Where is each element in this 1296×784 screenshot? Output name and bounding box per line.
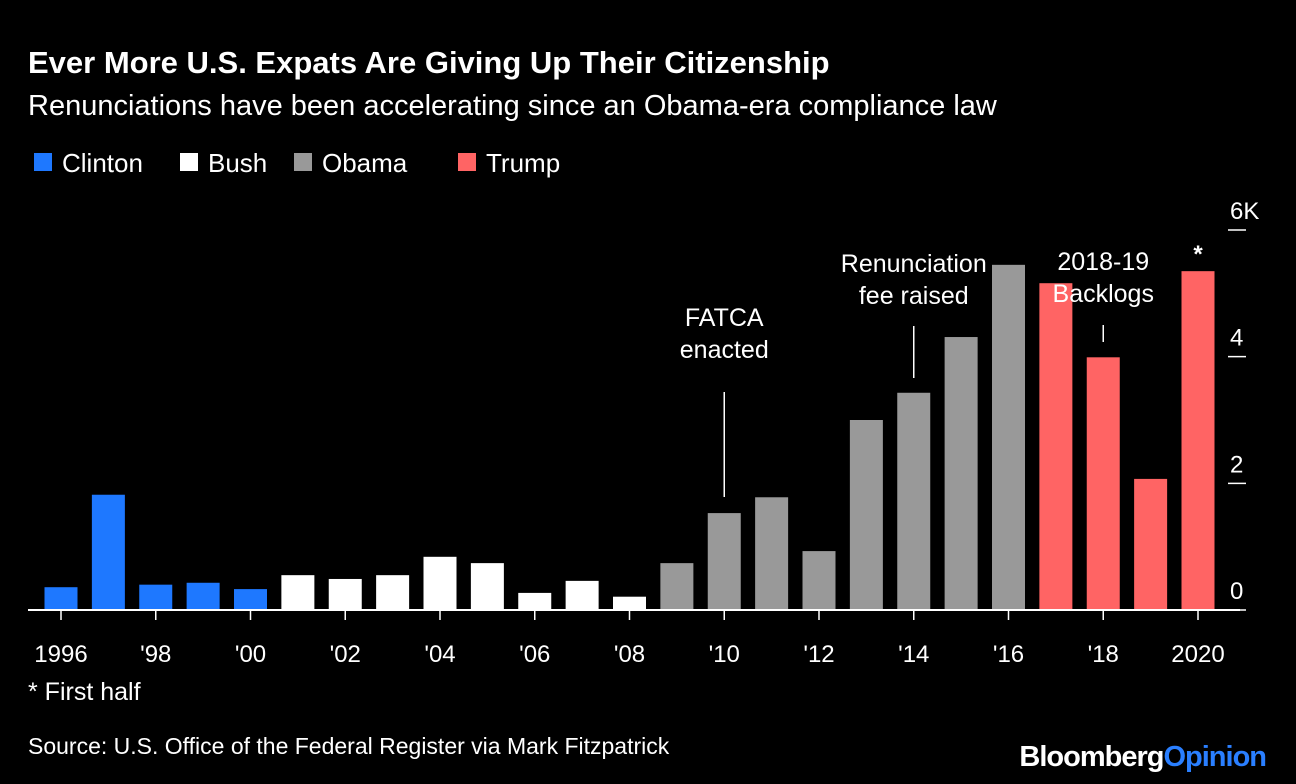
bar (1039, 283, 1073, 610)
bar (470, 563, 504, 610)
x-tick-label: '08 (614, 641, 645, 668)
legend-swatch (294, 153, 312, 171)
legend-label: Obama (322, 148, 408, 178)
x-tick-label: '10 (709, 641, 740, 668)
legend-label: Trump (486, 148, 560, 178)
legend-label: Bush (208, 148, 267, 178)
legend-label: Clinton (62, 148, 143, 178)
bar (1086, 357, 1120, 610)
brand-part: Bloomberg (1019, 741, 1163, 773)
y-tick-label: 0 (1230, 578, 1243, 605)
bar (992, 264, 1025, 610)
chart-subtitle: Renunciations have been accelerating sin… (28, 90, 998, 122)
bar (234, 589, 267, 610)
bar (565, 580, 599, 610)
x-tick-label: '16 (993, 641, 1024, 668)
x-tick-label: 1996 (34, 641, 87, 668)
bar (755, 497, 789, 610)
bar (1134, 478, 1168, 610)
x-tick-label: '18 (1088, 641, 1119, 668)
bar (44, 587, 78, 610)
bar (423, 556, 457, 610)
bar (849, 420, 883, 610)
source: Source: U.S. Office of the Federal Regis… (28, 733, 670, 759)
brand-part: Opinion (1163, 741, 1266, 773)
bar (613, 596, 646, 610)
legend-swatch (180, 153, 198, 171)
x-tick-label: '06 (519, 641, 550, 668)
x-tick-label: '04 (424, 641, 455, 668)
annotation: Backlogs (1053, 280, 1154, 308)
annotation: Renunciation (841, 250, 987, 278)
x-tick-label: '98 (140, 641, 171, 668)
y-tick-label: 4 (1230, 325, 1243, 352)
brand: BloombergOpinion (1019, 741, 1266, 773)
bar (897, 392, 931, 610)
bar (281, 575, 315, 610)
legend-swatch (458, 153, 476, 171)
annotation: FATCA (685, 304, 764, 332)
annotation: enacted (680, 336, 769, 364)
bar (802, 551, 836, 610)
bar (518, 592, 552, 610)
x-tick-label: '00 (235, 641, 266, 668)
annotation: * (1193, 241, 1203, 268)
x-tick-label: 2020 (1171, 641, 1224, 668)
annotation: 2018-19 (1057, 248, 1149, 276)
x-tick-label: '14 (898, 641, 929, 668)
y-tick-label: 2 (1230, 451, 1243, 478)
y-tick-label: 6K (1230, 198, 1259, 225)
x-tick-label: '12 (803, 641, 834, 668)
legend-swatch (34, 153, 52, 171)
bar (707, 513, 741, 610)
bar (944, 337, 978, 610)
x-tick-label: '02 (330, 641, 361, 668)
bar (139, 584, 173, 610)
bar (91, 494, 125, 610)
bar (660, 563, 694, 610)
annotation: fee raised (859, 282, 969, 310)
footnote: * First half (28, 678, 141, 706)
bar (186, 582, 220, 610)
bar (1181, 271, 1215, 610)
bar (376, 575, 410, 610)
chart-title: Ever More U.S. Expats Are Giving Up Thei… (28, 45, 830, 80)
bar (328, 578, 362, 610)
